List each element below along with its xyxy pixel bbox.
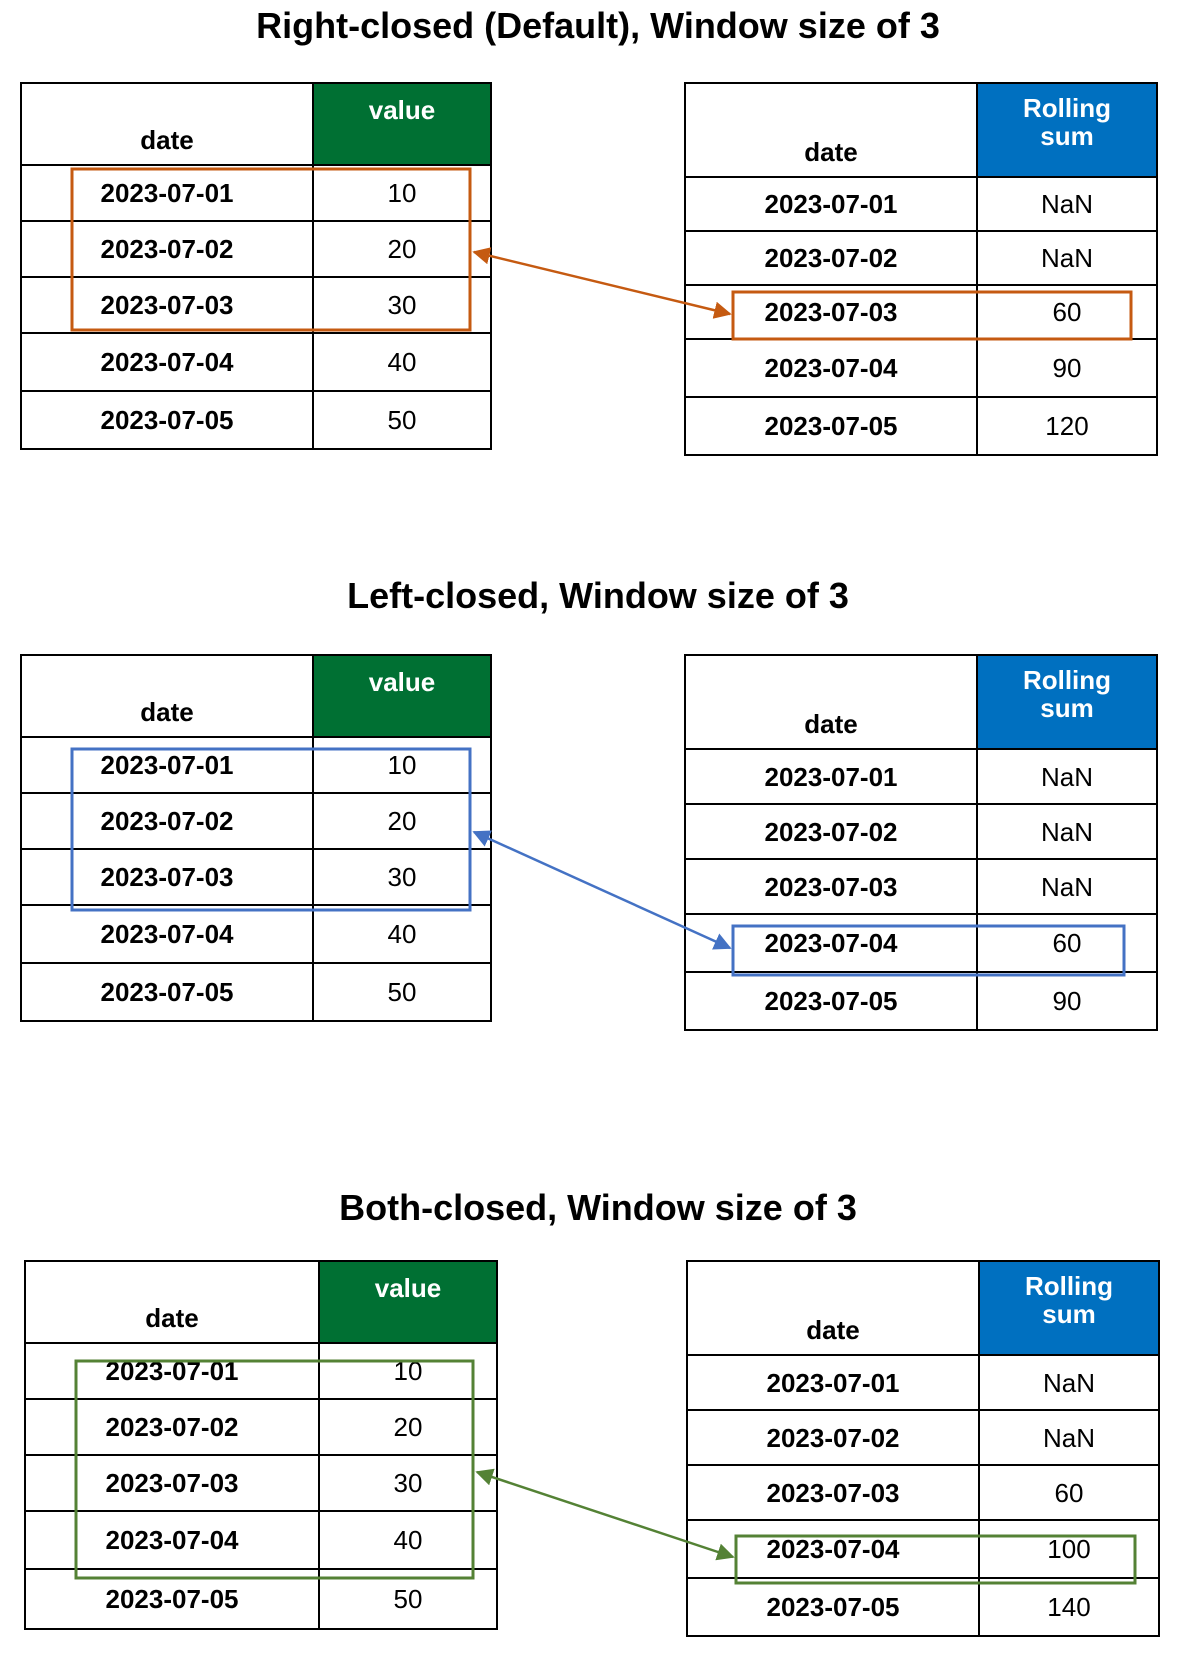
sum-cell: NaN [978, 1409, 1160, 1466]
date-cell: 2023-07-05 [684, 396, 978, 456]
date-cell: 2023-07-04 [684, 913, 978, 973]
value-cell: 50 [318, 1568, 498, 1630]
input-table: date value 2023-07-01 10 2023-07-02 20 202… [20, 654, 492, 1022]
value-cell: 40 [318, 1510, 498, 1570]
date-header: date [20, 82, 314, 166]
value-cell: 30 [312, 848, 492, 906]
value-cell: 10 [318, 1342, 498, 1400]
date-cell: 2023-07-02 [684, 230, 978, 286]
sum-cell: 90 [976, 338, 1158, 398]
value-cell: 50 [312, 390, 492, 450]
date-header: date [684, 654, 978, 750]
value-cell: 10 [312, 164, 492, 222]
value-cell: 40 [312, 332, 492, 392]
sum-cell: NaN [976, 230, 1158, 286]
output-table: date Rolling sum 2023-07-01 NaN 2023-07-0… [684, 82, 1158, 456]
date-cell: 2023-07-03 [684, 284, 978, 340]
date-cell: 2023-07-02 [684, 803, 978, 860]
value-cell: 20 [312, 792, 492, 850]
date-cell: 2023-07-03 [686, 1464, 980, 1521]
value-header: value [318, 1260, 498, 1344]
sum-cell: NaN [976, 748, 1158, 805]
value-header: value [312, 82, 492, 166]
value-header: value [312, 654, 492, 738]
value-cell: 10 [312, 736, 492, 794]
date-cell: 2023-07-03 [684, 858, 978, 915]
value-cell: 40 [312, 904, 492, 964]
sum-cell: 90 [976, 971, 1158, 1031]
value-cell: 30 [318, 1454, 498, 1512]
input-table: date value 2023-07-01 10 2023-07-02 20 202… [24, 1260, 498, 1630]
date-cell: 2023-07-02 [24, 1398, 320, 1456]
date-cell: 2023-07-03 [24, 1454, 320, 1512]
sum-cell: 140 [978, 1577, 1160, 1637]
value-cell: 30 [312, 276, 492, 334]
date-cell: 2023-07-04 [684, 338, 978, 398]
sum-cell: 100 [978, 1519, 1160, 1579]
date-cell: 2023-07-02 [686, 1409, 980, 1466]
date-cell: 2023-07-04 [686, 1519, 980, 1579]
sum-cell: 60 [976, 913, 1158, 973]
date-cell: 2023-07-05 [20, 390, 314, 450]
rolling-sum-header: Rolling sum [976, 654, 1158, 750]
value-cell: 20 [312, 220, 492, 278]
panel-title: Both-closed, Window size of 3 [339, 1187, 857, 1228]
sum-cell: NaN [976, 803, 1158, 860]
date-cell: 2023-07-03 [20, 276, 314, 334]
sum-cell: 120 [976, 396, 1158, 456]
date-cell: 2023-07-05 [20, 962, 314, 1022]
date-cell: 2023-07-01 [20, 164, 314, 222]
date-cell: 2023-07-01 [686, 1354, 980, 1411]
sum-cell: 60 [978, 1464, 1160, 1521]
output-table: date Rolling sum 2023-07-01 NaN 2023-07-0… [686, 1260, 1160, 1637]
value-cell: 50 [312, 962, 492, 1022]
date-header: date [686, 1260, 980, 1356]
date-cell: 2023-07-02 [20, 792, 314, 850]
panel-title: Right-closed (Default), Window size of 3 [256, 5, 940, 46]
date-cell: 2023-07-05 [686, 1577, 980, 1637]
date-cell: 2023-07-01 [684, 748, 978, 805]
date-cell: 2023-07-04 [20, 904, 314, 964]
input-table: date value 2023-07-01 10 2023-07-02 20 202… [20, 82, 492, 450]
date-header: date [684, 82, 978, 178]
sum-cell: NaN [976, 176, 1158, 232]
date-cell: 2023-07-05 [24, 1568, 320, 1630]
date-cell: 2023-07-01 [684, 176, 978, 232]
value-cell: 20 [318, 1398, 498, 1456]
date-cell: 2023-07-05 [684, 971, 978, 1031]
date-cell: 2023-07-04 [20, 332, 314, 392]
sum-cell: NaN [976, 858, 1158, 915]
date-cell: 2023-07-01 [20, 736, 314, 794]
date-cell: 2023-07-04 [24, 1510, 320, 1570]
panel-title: Left-closed, Window size of 3 [347, 575, 849, 616]
sum-cell: NaN [978, 1354, 1160, 1411]
date-cell: 2023-07-02 [20, 220, 314, 278]
date-cell: 2023-07-01 [24, 1342, 320, 1400]
sum-cell: 60 [976, 284, 1158, 340]
output-table: date Rolling sum 2023-07-01 NaN 2023-07-0… [684, 654, 1158, 1031]
rolling-sum-header: Rolling sum [978, 1260, 1160, 1356]
date-cell: 2023-07-03 [20, 848, 314, 906]
rolling-sum-header: Rolling sum [976, 82, 1158, 178]
date-header: date [24, 1260, 320, 1344]
date-header: date [20, 654, 314, 738]
